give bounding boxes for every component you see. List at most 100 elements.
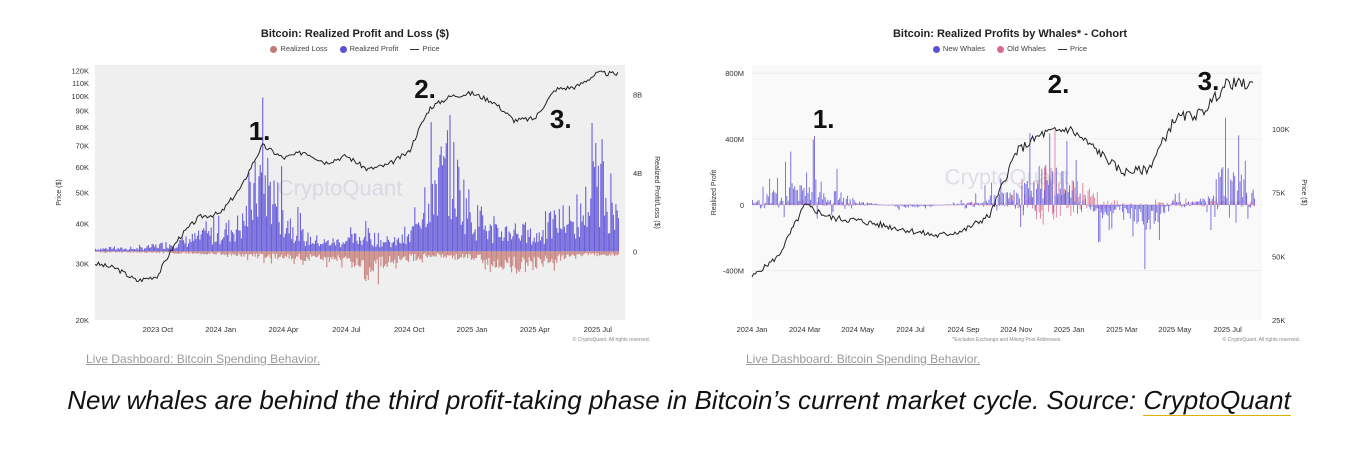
new-whales-bar: [911, 204, 913, 207]
live-dashboard-link[interactable]: Live Dashboard: Bitcoin Spending Behavio…: [86, 352, 321, 366]
realized-profit-bar: [229, 241, 231, 252]
realized-loss-bar: [117, 251, 119, 253]
legend-item-price[interactable]: Price: [410, 44, 440, 53]
realized-loss-bar: [348, 251, 350, 259]
realized-profit-bar: [203, 228, 205, 252]
realized-loss-bar: [616, 251, 618, 256]
legend-item-new-whales[interactable]: New Whales: [932, 44, 985, 53]
old-whales-bar: [913, 204, 915, 205]
old-whales-bar: [1214, 200, 1216, 205]
chart-legend: Realized Loss Realized Profit Price: [45, 44, 665, 53]
realized-profit-bar: [205, 221, 207, 252]
realized-profit-series: [95, 97, 619, 252]
realized-loss-bar: [561, 251, 563, 257]
new-whales-bar: [1181, 204, 1183, 208]
realized-profit-bar: [430, 122, 432, 252]
old-whales-bar: [1107, 200, 1109, 205]
live-dashboard-link[interactable]: Live Dashboard: Bitcoin Spending Behavio…: [746, 352, 981, 366]
new-whales-bar: [1030, 190, 1032, 205]
new-whales-bar: [803, 187, 805, 205]
realized-loss-bar: [371, 251, 373, 270]
whales-cohort-chart-svg: 800M 400M 0 -400M 100K 75K 50K 25K 2024 Jan 2024 …: [711, 65, 1307, 343]
caption-source-link[interactable]: CryptoQuant: [1143, 385, 1291, 416]
realized-loss-bar: [595, 251, 597, 253]
realized-profit-bar: [274, 203, 276, 252]
realized-profit-bar: [516, 233, 518, 252]
realized-profit-bar: [504, 227, 506, 252]
phase-annotation: 3.: [1198, 66, 1220, 96]
new-whales-bar: [1026, 180, 1028, 205]
new-whales-bar: [864, 204, 866, 206]
new-whales-bar: [922, 204, 924, 206]
new-whales-bar: [956, 203, 958, 205]
new-whales-bar: [1191, 202, 1193, 205]
realized-loss-bar: [478, 251, 480, 255]
new-whales-bar: [1043, 190, 1045, 205]
new-whales-bar: [1149, 204, 1151, 230]
realized-profit-bar: [348, 237, 350, 252]
realized-loss-bar: [490, 251, 493, 265]
realized-profit-bar: [313, 244, 315, 252]
realized-profit-tick-label: 800M: [725, 69, 744, 78]
realized-loss-bar: [465, 251, 467, 255]
legend-item-old-whales[interactable]: Old Whales: [997, 44, 1046, 53]
old-whales-bar: [792, 204, 794, 206]
realized-profit-bar: [162, 248, 164, 252]
new-whales-bar: [1231, 181, 1233, 205]
realized-loss-bar: [233, 251, 235, 255]
realized-loss-bar: [379, 251, 381, 257]
new-whales-bar: [1223, 195, 1225, 205]
realized-loss-bar: [352, 251, 354, 263]
realized-profit-bar: [411, 226, 413, 252]
new-whales-bar: [1058, 194, 1060, 205]
realized-loss-bar: [281, 251, 283, 255]
new-whales-bar: [811, 192, 813, 205]
realized-loss-bar: [362, 251, 364, 261]
realized-profit-bar: [445, 143, 447, 252]
realized-profit-bar: [394, 237, 396, 252]
realized-profit-bar: [177, 244, 180, 252]
realized-profit-bar: [123, 249, 126, 252]
realized-loss-bar: [277, 251, 279, 260]
realized-loss-bar: [369, 251, 371, 268]
new-whales-bar: [835, 191, 837, 205]
realized-loss-bar: [463, 251, 465, 259]
realized-profit-bar: [181, 237, 183, 252]
old-whales-bar: [815, 204, 817, 206]
new-whales-bar: [1009, 192, 1011, 205]
realized-loss-bar: [485, 251, 488, 260]
old-whales-bar: [1210, 200, 1212, 205]
new-whales-bar: [885, 204, 887, 206]
new-whales-bar: [1251, 192, 1253, 205]
old-whales-bar: [1129, 203, 1131, 205]
old-whales-bar: [1087, 190, 1089, 205]
realized-profit-bar: [382, 242, 384, 252]
old-whales-bar: [1242, 204, 1244, 206]
realized-profit-bar: [319, 244, 322, 252]
realized-loss-bar: [519, 251, 521, 270]
realized-profit-bar: [206, 233, 208, 252]
old-whales-bar: [1018, 204, 1020, 208]
realized-profit-bar: [272, 204, 274, 252]
realized-loss-bar: [592, 251, 594, 254]
realized-profit-bar: [448, 216, 450, 252]
realized-profit-bar: [317, 243, 319, 252]
new-whales-bar: [1119, 204, 1121, 210]
legend-item-realized-profit[interactable]: Realized Profit: [339, 44, 398, 53]
realized-loss-bar: [597, 251, 599, 254]
realized-profit-bar: [307, 232, 309, 252]
new-whales-bar: [967, 202, 969, 205]
realized-profit-bar: [137, 249, 139, 252]
new-whales-bar: [946, 204, 948, 206]
old-whales-bar: [976, 204, 978, 206]
realized-profit-bar: [436, 215, 438, 252]
legend-item-price[interactable]: Price: [1057, 44, 1087, 53]
realized-loss-bar: [306, 251, 308, 258]
new-whales-bar: [1078, 202, 1080, 205]
new-whales-bar: [1033, 183, 1035, 205]
legend-item-realized-loss[interactable]: Realized Loss: [270, 44, 328, 53]
realized-profit-bar: [101, 249, 103, 252]
realized-loss-bar: [318, 251, 320, 255]
new-whales-bar: [1154, 204, 1156, 221]
realized-loss-bar: [145, 251, 147, 253]
